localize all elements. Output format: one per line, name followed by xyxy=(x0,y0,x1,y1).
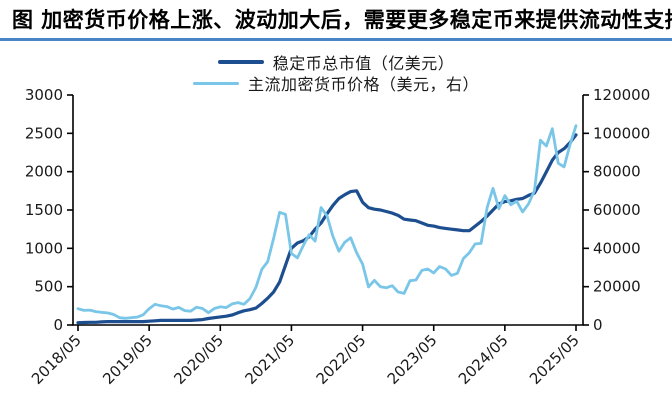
legend-label-crypto-price: 主流加密货币价格（美元，右） xyxy=(247,75,479,94)
x-axis-tick-label: 2022/05 xyxy=(313,331,370,388)
legend-line-dark-icon xyxy=(217,60,264,64)
series-line-0 xyxy=(76,133,578,325)
y-axis-left-tick-label: 500 xyxy=(34,278,63,296)
legend-label-stablecoin: 稳定币总市值（亿美元） xyxy=(272,54,455,73)
y-axis-right-tick-label: 60000 xyxy=(593,201,641,219)
y-axis-right-tick-label: 100000 xyxy=(593,124,650,142)
y-axis-right-tick-label: 0 xyxy=(593,316,603,334)
x-axis-tick-label: 2019/05 xyxy=(99,331,156,388)
y-axis-right-tick-label: 40000 xyxy=(593,239,641,257)
legend-item-crypto-price: 主流加密货币价格（美元，右） xyxy=(192,74,479,94)
y-axis-left-tick-label: 2500 xyxy=(25,124,63,142)
y-axis-right-tick-label: 20000 xyxy=(593,278,641,296)
series-line-1 xyxy=(76,124,578,320)
legend-item-stablecoin: 稳定币总市值（亿美元） xyxy=(217,53,455,73)
y-axis-left-tick-label: 0 xyxy=(53,316,63,334)
chart-legend: 稳定币总市值（亿美元） 主流加密货币价格（美元，右） xyxy=(0,53,672,94)
y-axis-left-tick-label: 2000 xyxy=(25,163,63,181)
x-axis-tick-label: 2024/05 xyxy=(455,331,512,388)
y-axis-left-tick-label: 1500 xyxy=(25,201,63,219)
x-axis-tick-label: 2021/05 xyxy=(241,331,298,388)
figure-header: 图 加密货币价格上涨、波动加大后，需要更多稳定币来提供流动性支持 xyxy=(0,0,672,41)
legend-line-light-icon xyxy=(192,81,239,85)
x-axis-tick-label: 2023/05 xyxy=(384,331,441,388)
y-axis-right-tick-label: 80000 xyxy=(593,163,641,181)
x-axis-tick-label: 2018/05 xyxy=(28,331,85,388)
x-axis-tick-label: 2025/05 xyxy=(526,331,583,388)
figure-title: 图 加密货币价格上涨、波动加大后，需要更多稳定币来提供流动性支持 xyxy=(12,8,672,32)
y-axis-left-tick-label: 3000 xyxy=(25,86,63,104)
x-axis-tick-label: 2020/05 xyxy=(170,331,227,388)
y-axis-right-tick-label: 120000 xyxy=(593,86,650,104)
y-axis-left-tick-label: 1000 xyxy=(25,239,63,257)
